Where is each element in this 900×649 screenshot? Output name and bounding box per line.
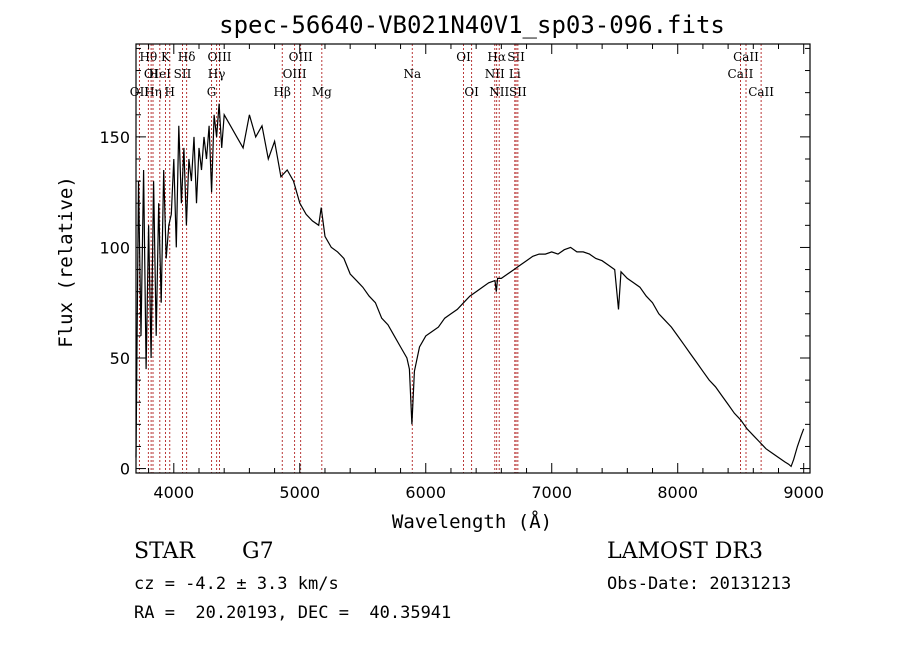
survey-name: LAMOST DR3: [607, 539, 763, 564]
x-tick-label: 8000: [657, 483, 698, 502]
observation-date: Obs-Date: 20131213: [607, 574, 792, 594]
line-marker-label: HeI: [149, 67, 172, 81]
y-tick-label: 50: [110, 349, 130, 368]
axis-ticks: 4000 5000 6000 7000 8000 9000 0 50 100 150: [99, 44, 824, 502]
line-marker-label: Hα: [487, 50, 506, 64]
line-marker-label: OI: [464, 85, 479, 99]
line-marker-label: G: [207, 85, 217, 99]
line-marker-label: NII: [489, 85, 509, 99]
spectrum-line: [135, 103, 805, 468]
x-tick-label: 7000: [531, 483, 572, 502]
line-marker-label: Hθ: [139, 50, 157, 64]
line-marker-label: SII: [507, 50, 525, 64]
line-marker-label: SII: [174, 67, 192, 81]
line-marker-label: Na: [403, 67, 421, 81]
line-marker-label: H: [165, 85, 175, 99]
line-marker-label: OII: [130, 85, 150, 99]
x-axis-label: Wavelength (Å): [392, 510, 552, 533]
x-tick-label: 4000: [153, 483, 194, 502]
line-marker-label: OIII: [207, 50, 231, 64]
y-axis-label: Flux (relative): [55, 176, 77, 348]
line-marker-label: OI: [456, 50, 471, 64]
line-marker-label: OI: [144, 67, 159, 81]
line-marker-layer: OII Hθ OI Hη HeI K H SII Hδ G Hγ OIII Hβ OIII OIII Mg Na…: [130, 44, 774, 473]
spectral-subclass: G7: [242, 539, 274, 564]
line-marker-label: Hη: [144, 85, 162, 99]
line-marker-label: CaII: [728, 67, 754, 81]
line-marker-label: Mg: [312, 85, 332, 99]
plot-frame: [135, 43, 811, 474]
line-marker-label: Hγ: [208, 67, 226, 81]
x-tick-label: 9000: [783, 483, 824, 502]
chart-title: spec-56640-VB021N40V1_sp03-096.fits: [219, 11, 725, 39]
x-tick-label: 5000: [279, 483, 320, 502]
y-tick-label: 150: [99, 128, 130, 147]
y-tick-label: 100: [99, 238, 130, 257]
line-marker-label: CaII: [733, 50, 759, 64]
coordinates: RA = 20.20193, DEC = 40.35941: [134, 603, 452, 623]
line-marker-label: OIII: [289, 50, 313, 64]
line-marker-label: NII: [485, 67, 505, 81]
redshift-value: cz = -4.2 ± 3.3 km/s: [134, 574, 339, 594]
line-marker-label: Hδ: [178, 50, 196, 64]
line-marker-label: Li: [509, 67, 521, 81]
line-marker-label: K: [161, 50, 171, 64]
line-marker-label: SII: [509, 85, 527, 99]
object-class: STAR: [134, 539, 195, 564]
line-marker-label: OIII: [283, 67, 307, 81]
line-marker-label: CaII: [748, 85, 774, 99]
line-marker-label: Hβ: [274, 85, 291, 99]
y-tick-label: 0: [120, 460, 130, 479]
x-tick-label: 6000: [405, 483, 446, 502]
